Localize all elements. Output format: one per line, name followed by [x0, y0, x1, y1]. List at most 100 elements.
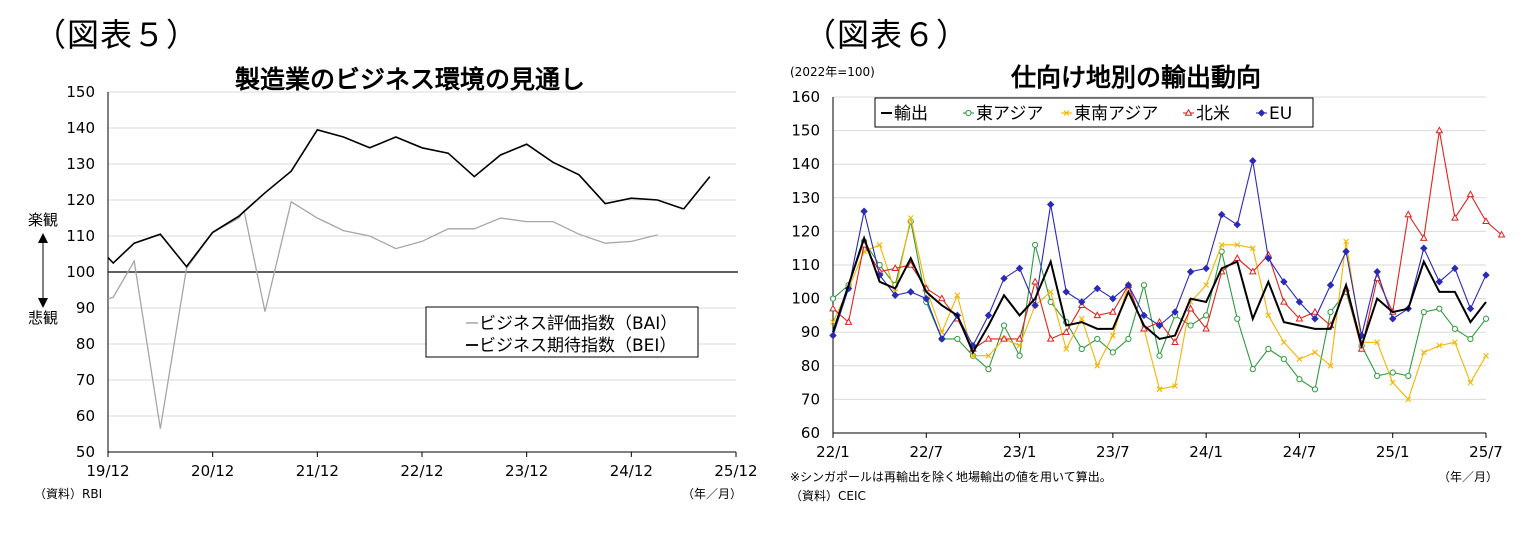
data-point	[1435, 278, 1444, 286]
unit-label: （年／月）	[682, 487, 742, 501]
data-point	[1032, 241, 1039, 248]
footnote: ※シンガポールは再輸出を除く地場輸出の値を用いて算出。	[790, 469, 1112, 484]
data-point	[1140, 324, 1148, 332]
series-line-bei-latest	[683, 176, 711, 210]
data-point	[1016, 352, 1023, 359]
data-point	[1420, 244, 1428, 252]
data-point	[1015, 334, 1024, 342]
data-point	[922, 294, 931, 303]
data-point	[1203, 312, 1210, 319]
x-tick-label: 21/12	[296, 462, 339, 480]
data-point	[1156, 352, 1163, 359]
data-point	[1233, 220, 1241, 229]
index-note: (2022年=100)	[790, 65, 875, 79]
data-point	[907, 288, 915, 296]
y-tick-label: 110	[791, 256, 820, 274]
data-point	[891, 291, 899, 299]
data-point	[1466, 190, 1475, 198]
data-point	[1217, 210, 1226, 219]
y-tick-label: 110	[66, 227, 95, 245]
arrow-down-icon	[38, 298, 48, 308]
data-point	[1497, 230, 1506, 238]
data-point	[1389, 379, 1396, 386]
pessimistic-label: 悲観	[28, 309, 58, 327]
data-point	[1124, 281, 1133, 289]
data-point	[954, 335, 961, 343]
series-line-bei	[107, 128, 684, 268]
data-point	[970, 352, 976, 359]
data-point	[829, 295, 837, 302]
data-point	[1451, 264, 1459, 273]
data-point	[1265, 312, 1272, 319]
y-tick-label: 90	[801, 323, 820, 341]
data-point	[1327, 362, 1334, 369]
y-tick-label: 50	[76, 443, 95, 461]
data-point	[1000, 322, 1008, 329]
y-tick-label: 100	[791, 290, 820, 308]
y-tick-label: 80	[801, 357, 820, 375]
optimistic-label: 楽観	[28, 211, 58, 229]
y-tick-label: 120	[791, 222, 820, 240]
data-point	[985, 352, 992, 359]
legend-marker	[965, 109, 972, 117]
data-point	[1249, 245, 1256, 252]
data-point	[1015, 264, 1024, 273]
data-point	[1388, 315, 1397, 323]
legend-marker	[1184, 108, 1193, 116]
data-point	[1312, 349, 1318, 356]
data-point	[1249, 366, 1256, 373]
x-tick-label: 25/7	[1469, 443, 1503, 461]
data-point	[937, 294, 946, 302]
data-point	[1280, 339, 1287, 346]
figure-label-5: （図表５）	[34, 16, 200, 54]
y-tick-label: 70	[76, 371, 95, 389]
data-point	[1466, 304, 1475, 313]
data-point	[1343, 238, 1349, 245]
source-note: （資料）RBI	[34, 487, 102, 501]
y-tick-label: 60	[76, 407, 95, 425]
data-point	[1280, 355, 1287, 363]
y-tick-label: 100	[66, 263, 95, 281]
chart-title: 製造業のビジネス環境の見通し	[234, 65, 585, 94]
data-point	[1467, 335, 1474, 343]
data-point	[1047, 288, 1054, 295]
data-point	[1046, 334, 1055, 342]
data-point	[1109, 307, 1117, 315]
series-line-bai	[107, 200, 658, 429]
data-point	[1420, 349, 1427, 356]
legend-label: EU	[1269, 104, 1292, 124]
data-point	[1016, 342, 1023, 349]
data-point	[1249, 157, 1257, 165]
data-point	[1326, 281, 1335, 289]
legend-label-bei: ビジネス期待指数（BEI）	[479, 336, 676, 356]
data-point	[1234, 315, 1241, 322]
x-tick-label: 22/7	[909, 443, 943, 461]
data-point	[1031, 301, 1039, 310]
y-tick-label: 140	[66, 119, 95, 137]
x-tick-label: 19/12	[86, 462, 129, 480]
data-point	[1063, 346, 1070, 352]
data-point	[1109, 332, 1116, 339]
data-point	[1482, 217, 1490, 225]
y-tick-label: 80	[76, 335, 95, 353]
data-point	[1218, 241, 1225, 248]
data-point	[1389, 369, 1396, 376]
data-point	[1187, 322, 1194, 329]
data-point	[860, 207, 868, 215]
data-point	[1186, 304, 1195, 312]
data-point	[1000, 334, 1008, 342]
data-point	[1186, 267, 1195, 276]
data-point	[1171, 308, 1179, 316]
x-tick-label: 23/12	[505, 462, 548, 480]
x-tick-label: 24/7	[1283, 443, 1317, 461]
legend-label: 東南アジア	[1074, 104, 1158, 124]
data-point	[1482, 315, 1490, 322]
data-point	[1094, 335, 1101, 343]
data-point	[1234, 241, 1241, 248]
data-point	[954, 292, 961, 299]
data-point	[1203, 282, 1210, 289]
data-point	[1031, 277, 1039, 285]
bai-bei-chart: 製造業のビジネス環境の見通し 50 60 70 80 90 100 110 120 130 140 1…	[28, 65, 758, 501]
data-point	[1374, 372, 1381, 379]
data-point	[1094, 362, 1101, 369]
